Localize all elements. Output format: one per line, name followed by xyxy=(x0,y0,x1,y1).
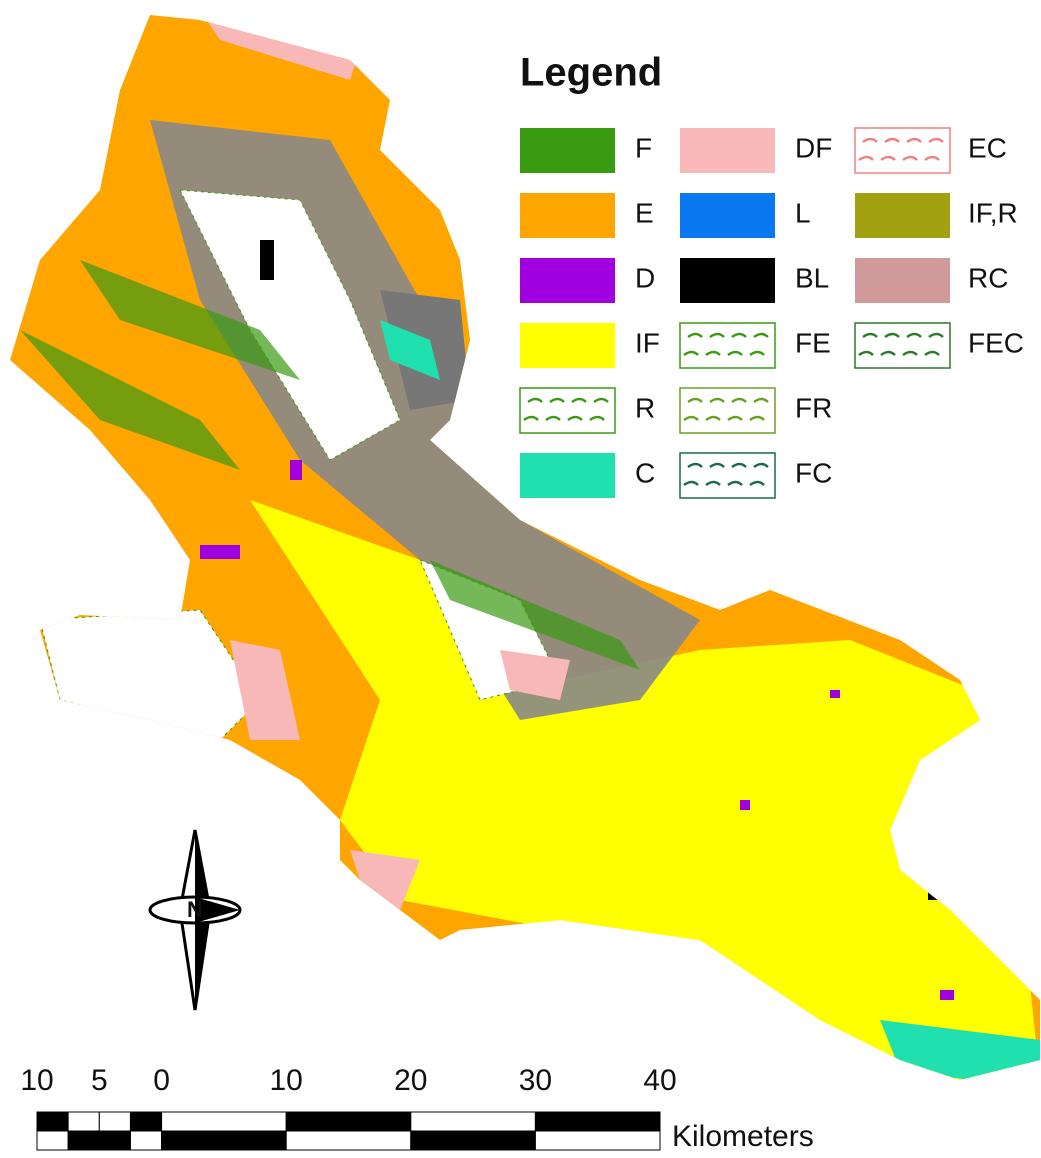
legend-label: RC xyxy=(968,262,1008,293)
legend-item: FE xyxy=(680,323,831,368)
scale-segment xyxy=(411,1131,536,1150)
scale-segment xyxy=(130,1112,161,1131)
scale-bar: 10 5 0 10 20 30 40 Kilometers xyxy=(20,1064,813,1153)
scale-segment xyxy=(286,1112,411,1131)
legend-item: EC xyxy=(855,128,1007,173)
scale-segment xyxy=(411,1112,536,1131)
scale-segment xyxy=(162,1112,287,1131)
legend-swatch xyxy=(520,258,615,303)
legend-item: D xyxy=(520,258,655,303)
legend-title: Legend xyxy=(520,51,662,95)
legend-swatch xyxy=(680,128,775,173)
legend-label: C xyxy=(635,457,655,488)
legend-item: L xyxy=(680,193,811,238)
scale-segment xyxy=(37,1131,68,1150)
legend-item: RC xyxy=(855,258,1008,303)
scale-tick-label: 30 xyxy=(519,1064,552,1097)
legend-label: F xyxy=(635,132,652,163)
north-arrow: N xyxy=(150,830,240,1010)
legend-item: IF,R xyxy=(855,193,1018,238)
legend-label: L xyxy=(795,197,811,228)
legend-label: D xyxy=(635,262,655,293)
legend-label: IF,R xyxy=(968,197,1018,228)
legend-swatch xyxy=(520,453,615,498)
legend-item: F xyxy=(520,128,652,173)
legend-label: FC xyxy=(795,457,832,488)
scale-segment xyxy=(68,1131,99,1150)
legend-item: BL xyxy=(680,258,829,303)
legend-item: IF xyxy=(520,323,660,368)
legend-swatch xyxy=(855,323,950,368)
legend-label: E xyxy=(635,197,654,228)
scale-tick-label: 5 xyxy=(91,1064,108,1097)
legend-swatch xyxy=(680,388,775,433)
legend-swatch xyxy=(520,388,615,433)
legend-label: FE xyxy=(795,327,831,358)
scale-unit: Kilometers xyxy=(672,1120,814,1153)
legend-swatch xyxy=(855,128,950,173)
legend-item: FR xyxy=(680,388,832,433)
legend-swatch xyxy=(520,193,615,238)
legend-label: EC xyxy=(968,132,1007,163)
legend-label: FR xyxy=(795,392,832,423)
scale-segment xyxy=(286,1131,411,1150)
scale-segment xyxy=(535,1112,660,1131)
legend-label: DF xyxy=(795,132,832,163)
scale-segment xyxy=(99,1131,130,1150)
legend-swatch xyxy=(855,193,950,238)
legend-label: R xyxy=(635,392,655,423)
legend-swatch xyxy=(680,193,775,238)
scale-segment xyxy=(130,1131,161,1150)
scale-tick-label: 10 xyxy=(20,1064,53,1097)
legend-label: FEC xyxy=(968,327,1024,358)
legend-label: BL xyxy=(795,262,829,293)
scale-tick-label: 20 xyxy=(394,1064,427,1097)
legend-item: C xyxy=(520,453,655,498)
scale-tick-label: 40 xyxy=(643,1064,676,1097)
scale-segment xyxy=(162,1131,287,1150)
scale-segment xyxy=(535,1131,660,1150)
legend-swatch xyxy=(520,128,615,173)
map-figure: N Legend FEDIFRCDFLBLFEFRFCECIF,RRCFEC 1… xyxy=(0,0,1041,1158)
legend-swatch xyxy=(680,323,775,368)
scale-tick-label: 10 xyxy=(270,1064,303,1097)
legend-item: E xyxy=(520,193,654,238)
legend-swatch xyxy=(680,258,775,303)
scale-tick-label: 0 xyxy=(153,1064,170,1097)
legend-swatch xyxy=(680,453,775,498)
north-label: N xyxy=(187,897,203,922)
legend-swatch xyxy=(520,323,615,368)
legend-item: FEC xyxy=(855,323,1024,368)
scale-segment xyxy=(99,1112,130,1131)
scale-segment xyxy=(68,1112,99,1131)
legend-item: FC xyxy=(680,453,832,498)
legend-item: DF xyxy=(680,128,832,173)
legend-label: IF xyxy=(635,327,660,358)
legend-item: R xyxy=(520,388,655,433)
legend-swatch xyxy=(855,258,950,303)
scale-segment xyxy=(37,1112,68,1131)
